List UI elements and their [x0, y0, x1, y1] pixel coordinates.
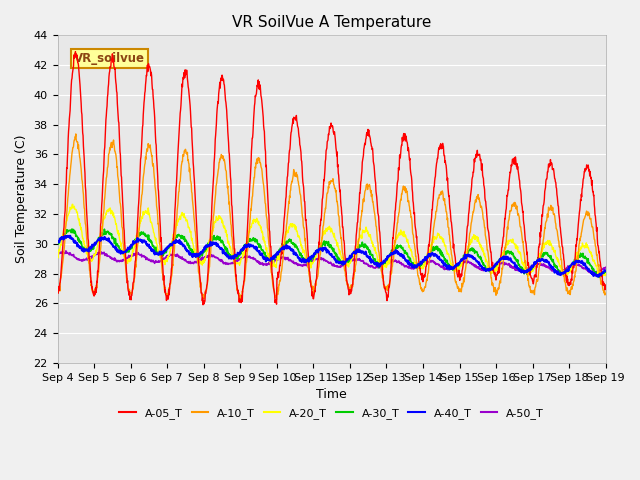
- A-50_T: [62, 248, 70, 254]
- A-05_T: [176, 119, 184, 124]
- A-30_T: [537, 252, 545, 258]
- A-40_T: [67, 233, 74, 239]
- A-10_T: [236, 297, 243, 303]
- A-40_T: [595, 274, 602, 279]
- A-40_T: [417, 259, 425, 264]
- A-20_T: [68, 202, 76, 207]
- Line: A-05_T: A-05_T: [58, 52, 605, 305]
- Legend: A-05_T, A-10_T, A-20_T, A-30_T, A-40_T, A-50_T: A-05_T, A-10_T, A-20_T, A-30_T, A-40_T, …: [115, 403, 548, 423]
- A-40_T: [163, 246, 170, 252]
- A-50_T: [163, 253, 170, 259]
- A-10_T: [176, 179, 184, 185]
- A-50_T: [54, 252, 61, 257]
- A-50_T: [417, 261, 425, 267]
- Line: A-40_T: A-40_T: [58, 236, 605, 276]
- A-30_T: [237, 249, 245, 255]
- A-20_T: [602, 271, 609, 276]
- Text: VR_soilvue: VR_soilvue: [74, 52, 145, 65]
- A-20_T: [237, 255, 245, 261]
- A-30_T: [163, 249, 170, 254]
- A-40_T: [537, 257, 545, 263]
- A-40_T: [176, 240, 184, 246]
- Title: VR SoilVue A Temperature: VR SoilVue A Temperature: [232, 15, 431, 30]
- A-30_T: [602, 270, 609, 276]
- A-20_T: [54, 253, 61, 259]
- A-50_T: [237, 255, 245, 261]
- A-20_T: [176, 213, 184, 219]
- X-axis label: Time: Time: [316, 388, 347, 401]
- A-20_T: [417, 265, 425, 271]
- A-05_T: [489, 268, 497, 274]
- A-05_T: [72, 49, 79, 55]
- A-30_T: [596, 275, 604, 280]
- Line: A-30_T: A-30_T: [58, 229, 605, 277]
- A-05_T: [163, 298, 170, 303]
- A-40_T: [602, 268, 609, 274]
- A-05_T: [417, 273, 425, 278]
- A-10_T: [72, 131, 79, 137]
- A-40_T: [237, 247, 245, 252]
- A-20_T: [562, 274, 570, 280]
- A-50_T: [602, 264, 609, 270]
- A-30_T: [176, 233, 184, 239]
- A-10_T: [417, 285, 425, 290]
- A-10_T: [163, 290, 170, 296]
- A-10_T: [602, 290, 609, 296]
- A-10_T: [538, 250, 545, 256]
- Y-axis label: Soil Temperature (C): Soil Temperature (C): [15, 135, 28, 264]
- A-30_T: [68, 226, 76, 232]
- A-40_T: [54, 239, 61, 245]
- A-50_T: [489, 264, 497, 270]
- A-10_T: [489, 281, 497, 287]
- A-30_T: [489, 264, 497, 270]
- A-20_T: [489, 268, 497, 274]
- A-05_T: [538, 228, 545, 234]
- A-10_T: [237, 293, 245, 299]
- A-20_T: [537, 249, 545, 255]
- A-05_T: [237, 298, 245, 303]
- A-20_T: [163, 256, 170, 262]
- A-30_T: [54, 241, 61, 247]
- Line: A-20_T: A-20_T: [58, 204, 605, 277]
- A-40_T: [489, 265, 497, 271]
- A-05_T: [199, 302, 207, 308]
- A-05_T: [602, 282, 609, 288]
- A-10_T: [54, 288, 61, 294]
- A-50_T: [589, 271, 597, 276]
- Line: A-50_T: A-50_T: [58, 251, 605, 274]
- A-05_T: [54, 288, 61, 293]
- A-50_T: [176, 255, 184, 261]
- A-50_T: [537, 262, 545, 267]
- A-30_T: [417, 262, 425, 267]
- Line: A-10_T: A-10_T: [58, 134, 605, 300]
